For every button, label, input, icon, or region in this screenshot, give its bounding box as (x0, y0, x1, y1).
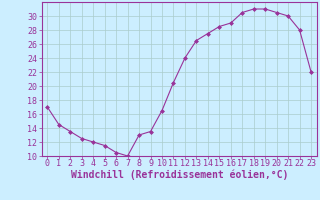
X-axis label: Windchill (Refroidissement éolien,°C): Windchill (Refroidissement éolien,°C) (70, 169, 288, 180)
